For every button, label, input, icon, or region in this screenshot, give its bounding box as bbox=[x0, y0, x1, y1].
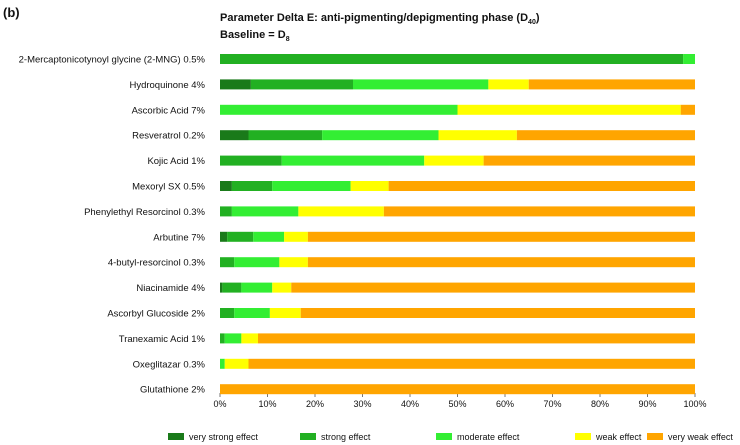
bar-segment-weak-effect bbox=[269, 308, 301, 318]
bar-segment-very-weak-effect bbox=[528, 79, 695, 90]
category-label: Oxeglitazar 0.3% bbox=[133, 359, 206, 370]
legend-swatch bbox=[647, 433, 663, 440]
bar-segment-very-strong-effect bbox=[220, 79, 251, 90]
x-tick-label: 10% bbox=[258, 399, 276, 409]
category-label: Tranexamic Acid 1% bbox=[119, 334, 206, 345]
bar-segment-moderate-effect bbox=[231, 206, 299, 217]
bar-segment-very-strong-effect bbox=[220, 231, 228, 242]
bar-segment-weak-effect bbox=[224, 358, 249, 369]
x-tick-label: 50% bbox=[448, 399, 466, 409]
x-tick-label: 40% bbox=[401, 399, 419, 409]
bar-segment-weak-effect bbox=[350, 181, 389, 191]
bar-segment-strong-effect bbox=[220, 54, 684, 64]
bar-segment-weak-effect bbox=[284, 231, 308, 242]
legend-label: moderate effect bbox=[457, 432, 520, 442]
title-line-2: Baseline = D8 bbox=[220, 29, 290, 44]
bar-segment-moderate-effect bbox=[224, 333, 242, 344]
bar-segment-weak-effect bbox=[424, 155, 484, 166]
category-label: Hydroquinone 4% bbox=[129, 80, 205, 91]
category-label: Phenylethyl Resorcinol 0.3% bbox=[84, 207, 205, 218]
bar-segment-moderate-effect bbox=[234, 308, 270, 318]
category-label: Niacinamide 4% bbox=[136, 283, 205, 294]
bar-segment-weak-effect bbox=[298, 206, 384, 217]
bar-segment-moderate-effect bbox=[272, 181, 351, 191]
bar-segment-very-strong-effect bbox=[220, 282, 223, 293]
bar-segment-very-weak-effect bbox=[258, 333, 695, 344]
category-label: Mexoryl SX 0.5% bbox=[132, 182, 205, 193]
bar-segment-moderate-effect bbox=[683, 54, 695, 64]
bar-segment-very-weak-effect bbox=[516, 130, 695, 141]
category-label: Ascorbic Acid 7% bbox=[132, 105, 206, 116]
bar-segment-very-strong-effect bbox=[220, 181, 232, 191]
bar-segment-weak-effect bbox=[438, 130, 517, 141]
category-label: Ascorbyl Glucoside 2% bbox=[107, 309, 205, 320]
category-label: Resveratrol 0.2% bbox=[132, 131, 205, 142]
bar-segment-weak-effect bbox=[488, 79, 529, 90]
category-label: 4-butyl-resorcinol 0.3% bbox=[108, 258, 206, 269]
bar-segment-moderate-effect bbox=[281, 155, 425, 166]
legend-label: very weak effect bbox=[668, 432, 733, 442]
bar-segment-weak-effect bbox=[279, 257, 308, 268]
bar-segment-weak-effect bbox=[457, 104, 681, 115]
x-tick-label: 60% bbox=[496, 399, 514, 409]
category-label: 2-Mercaptonicotynoyl glycine (2-MNG) 0.5… bbox=[19, 55, 206, 66]
x-tick-label: 90% bbox=[638, 399, 656, 409]
bar-segment-strong-effect bbox=[220, 206, 232, 217]
bar-segment-moderate-effect bbox=[234, 257, 280, 268]
bar-segment-moderate-effect bbox=[220, 104, 458, 115]
bar-segment-very-weak-effect bbox=[248, 358, 695, 369]
x-tick-label: 100% bbox=[683, 399, 706, 409]
title-line-1: Parameter Delta E: anti-pigmenting/depig… bbox=[220, 12, 540, 27]
bar-segment-very-strong-effect bbox=[220, 130, 249, 141]
panel-label: (b) bbox=[3, 5, 20, 20]
x-tick-label: 30% bbox=[353, 399, 371, 409]
bar-segment-strong-effect bbox=[227, 231, 254, 242]
bar-segment-strong-effect bbox=[220, 155, 282, 166]
x-tick-label: 20% bbox=[306, 399, 324, 409]
bar-segment-strong-effect bbox=[250, 79, 353, 90]
x-tick-label: 80% bbox=[591, 399, 609, 409]
x-tick-label: 0% bbox=[213, 399, 226, 409]
bar-segment-moderate-effect bbox=[220, 358, 225, 369]
bar-segment-strong-effect bbox=[248, 130, 323, 141]
legend-label: weak effect bbox=[595, 432, 642, 442]
bar-segment-moderate-effect bbox=[353, 79, 489, 90]
bar-segment-moderate-effect bbox=[322, 130, 439, 141]
legend-swatch bbox=[300, 433, 316, 440]
bar-segment-very-weak-effect bbox=[307, 257, 695, 268]
bar-segment-strong-effect bbox=[220, 257, 235, 268]
legend-swatch bbox=[168, 433, 184, 440]
category-label: Arbutine 7% bbox=[153, 232, 205, 243]
bar-segment-strong-effect bbox=[220, 333, 225, 344]
bar-segment-weak-effect bbox=[272, 282, 292, 293]
bar-segment-strong-effect bbox=[222, 282, 242, 293]
legend-label: very strong effect bbox=[189, 432, 258, 442]
bar-segment-very-weak-effect bbox=[680, 104, 695, 115]
bar-segment-very-weak-effect bbox=[388, 181, 695, 191]
legend-swatch bbox=[575, 433, 591, 440]
bar-segment-strong-effect bbox=[231, 181, 273, 191]
bar-segment-weak-effect bbox=[241, 333, 258, 344]
bar-segment-very-weak-effect bbox=[383, 206, 695, 217]
chart-title: Parameter Delta E: anti-pigmenting/depig… bbox=[220, 12, 540, 46]
x-tick-label: 70% bbox=[543, 399, 561, 409]
category-label: Glutathione 2% bbox=[140, 385, 206, 396]
bar-segment-moderate-effect bbox=[241, 282, 273, 293]
bar-segment-very-weak-effect bbox=[220, 384, 695, 395]
bar-segment-very-weak-effect bbox=[307, 231, 695, 242]
bar-segment-strong-effect bbox=[220, 308, 235, 318]
legend-swatch bbox=[436, 433, 452, 440]
bar-segment-very-weak-effect bbox=[291, 282, 695, 293]
legend-label: strong effect bbox=[321, 432, 371, 442]
bar-segment-very-weak-effect bbox=[483, 155, 695, 166]
category-label: Kojic Acid 1% bbox=[147, 156, 205, 167]
bar-segment-very-weak-effect bbox=[300, 308, 695, 318]
bar-segment-moderate-effect bbox=[253, 231, 285, 242]
